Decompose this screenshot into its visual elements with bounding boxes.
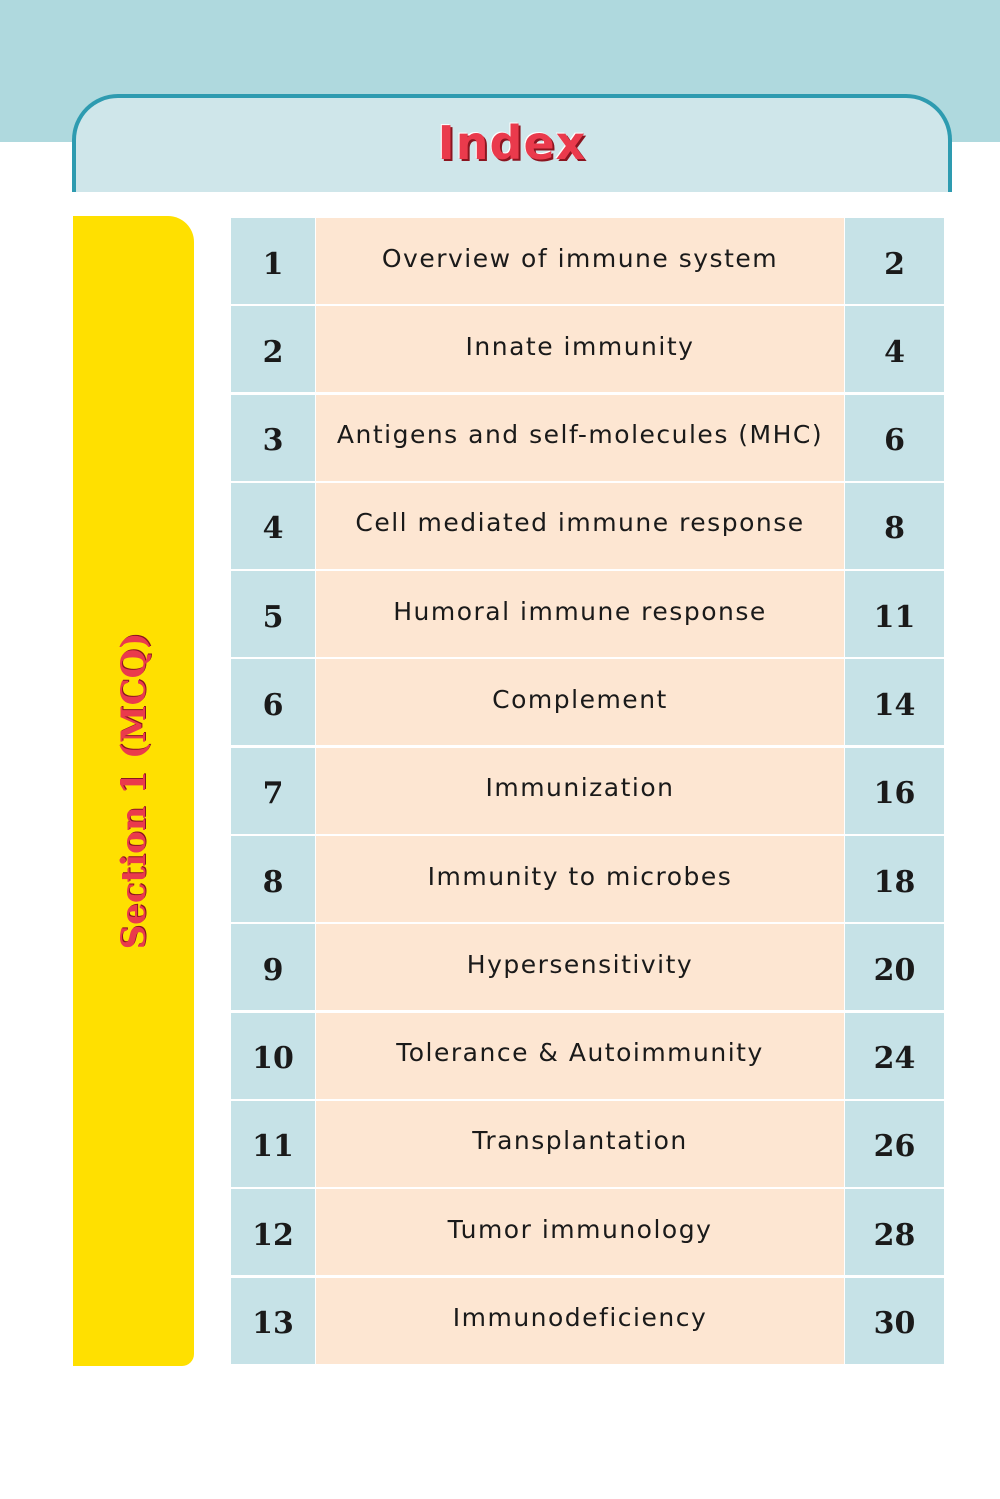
chapter-number: 4	[231, 482, 315, 569]
chapter-title: Innate immunity	[316, 306, 844, 393]
table-row: 5 Humoral immune response 11	[231, 571, 944, 658]
chapter-title: Complement	[316, 659, 844, 746]
page-number: 24	[845, 1012, 944, 1099]
page-number: 11	[845, 571, 944, 658]
chapter-number: 8	[231, 836, 315, 923]
table-row: 4 Cell mediated immune response 8	[231, 482, 944, 569]
page-number: 26	[845, 1100, 944, 1187]
chapter-title: Immunization	[316, 747, 844, 834]
page-number: 20	[845, 924, 944, 1011]
chapter-title: Transplantation	[316, 1100, 844, 1187]
chapter-number: 2	[231, 306, 315, 393]
chapter-number: 3	[231, 394, 315, 481]
chapter-number: 13	[231, 1277, 315, 1364]
chapter-title: Immunodeficiency	[316, 1277, 844, 1364]
page-number: 6	[845, 394, 944, 481]
table-row: 8 Immunity to microbes 18	[231, 836, 944, 923]
page-number: 16	[845, 747, 944, 834]
chapter-number: 6	[231, 659, 315, 746]
table-row: 3 Antigens and self-molecules (MHC) 6	[231, 394, 944, 481]
chapter-title: Immunity to microbes	[316, 836, 844, 923]
chapter-number: 5	[231, 571, 315, 658]
chapter-number: 11	[231, 1100, 315, 1187]
table-row: 13 Immunodeficiency 30	[231, 1277, 944, 1364]
page-number: 8	[845, 482, 944, 569]
chapter-title: Overview of immune system	[316, 218, 844, 304]
chapter-number: 7	[231, 747, 315, 834]
table-row: 12 Tumor immunology 28	[231, 1189, 944, 1276]
chapter-number: 10	[231, 1012, 315, 1099]
chapter-title: Antigens and self-molecules (MHC)	[316, 394, 844, 481]
table-row: 9 Hypersensitivity 20	[231, 924, 944, 1011]
page-number: 30	[845, 1277, 944, 1364]
page-number: 4	[845, 306, 944, 393]
section-sidebar: Section 1 (MCQ)	[73, 216, 194, 1366]
table-row: 10 Tolerance & Autoimmunity 24	[231, 1012, 944, 1099]
chapter-title: Tumor immunology	[316, 1189, 844, 1276]
page-number: 2	[845, 218, 944, 304]
chapter-number: 12	[231, 1189, 315, 1276]
chapter-title: Hypersensitivity	[316, 924, 844, 1011]
page-title: Index	[437, 116, 587, 170]
table-row: 7 Immunization 16	[231, 747, 944, 834]
chapter-number: 1	[231, 218, 315, 304]
page-number: 18	[845, 836, 944, 923]
table-row: 11 Transplantation 26	[231, 1100, 944, 1187]
chapter-title: Tolerance & Autoimmunity	[316, 1012, 844, 1099]
chapter-title: Cell mediated immune response	[316, 482, 844, 569]
section-label: Section 1 (MCQ)	[113, 632, 154, 950]
page-number: 14	[845, 659, 944, 746]
index-header: Index	[72, 94, 952, 192]
chapter-number: 9	[231, 924, 315, 1011]
table-row: 1 Overview of immune system 2	[231, 218, 944, 304]
index-table: 1 Overview of immune system 2 2 Innate i…	[231, 218, 944, 1366]
chapter-title: Humoral immune response	[316, 571, 844, 658]
page-number: 28	[845, 1189, 944, 1276]
table-row: 2 Innate immunity 4	[231, 306, 944, 393]
table-row: 6 Complement 14	[231, 659, 944, 746]
